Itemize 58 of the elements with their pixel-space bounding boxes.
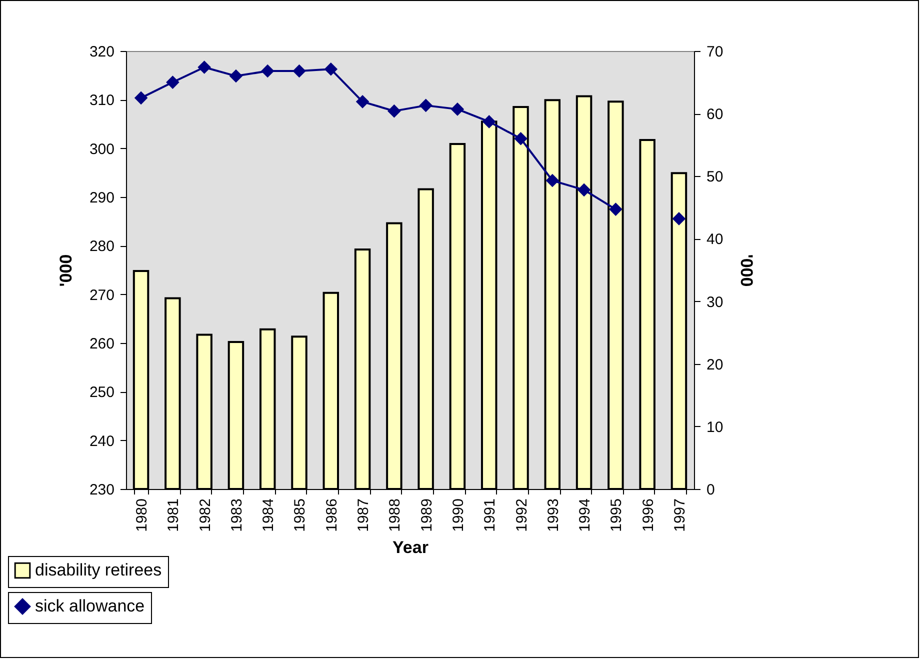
x-tick-label: 1994 bbox=[576, 498, 594, 532]
legend-label: sick allowance bbox=[35, 596, 145, 616]
x-tick-label: 1983 bbox=[228, 498, 246, 532]
point bbox=[482, 115, 496, 128]
x-tick-label: 1995 bbox=[608, 498, 626, 532]
x-tick-label: 1991 bbox=[482, 498, 499, 532]
y-tick-label: 310 bbox=[89, 92, 114, 110]
x-tick-label: 1988 bbox=[386, 498, 404, 532]
y-tick-label: 270 bbox=[89, 286, 114, 304]
point bbox=[514, 132, 527, 145]
y-tick-label: 240 bbox=[89, 432, 114, 450]
x-tick-label: 1986 bbox=[323, 498, 340, 532]
x-tick-label: 1989 bbox=[418, 498, 436, 532]
point bbox=[420, 99, 432, 112]
y-tick-label: 230 bbox=[89, 482, 114, 498]
point bbox=[134, 92, 148, 104]
y-tick-label: 320 bbox=[89, 44, 114, 60]
y2-tick-label: 50 bbox=[706, 168, 724, 186]
x-tick-label: 1982 bbox=[196, 498, 214, 532]
point bbox=[388, 104, 400, 118]
y-tick-label: 300 bbox=[89, 140, 114, 158]
point bbox=[672, 212, 686, 225]
x-tick-label: 1996 bbox=[640, 498, 657, 532]
point bbox=[230, 70, 242, 82]
legend-label: disability retirees bbox=[35, 560, 162, 580]
x-tick-label: 1980 bbox=[134, 498, 151, 532]
x-tick-label: 1985 bbox=[292, 498, 309, 532]
point bbox=[609, 203, 622, 216]
y-axis-title: '000 bbox=[56, 254, 76, 287]
y2-tick-label: 60 bbox=[706, 106, 724, 124]
point bbox=[578, 184, 590, 196]
y-tick-label: 250 bbox=[89, 384, 114, 402]
point bbox=[166, 76, 179, 89]
y-tick-label: 260 bbox=[89, 336, 114, 352]
y2-tick-label: 0 bbox=[706, 482, 715, 498]
y2-tick-label: 30 bbox=[706, 294, 724, 311]
point bbox=[356, 95, 369, 108]
y2-tick-label: 10 bbox=[706, 418, 724, 436]
x-tick-label: 1987 bbox=[355, 498, 372, 532]
point bbox=[546, 174, 559, 187]
y2-axis-title: '000 bbox=[737, 254, 756, 287]
point bbox=[261, 64, 274, 78]
y-tick-label: 280 bbox=[89, 238, 114, 256]
point bbox=[324, 62, 338, 76]
x-tick-label: 1993 bbox=[544, 498, 562, 532]
point bbox=[293, 64, 306, 78]
point bbox=[198, 61, 211, 74]
y-tick-label: 290 bbox=[89, 190, 114, 206]
x-tick-label: 1997 bbox=[671, 498, 688, 532]
x-tick-label: 1990 bbox=[450, 498, 467, 532]
x-axis-title: Year bbox=[392, 538, 429, 557]
x-tick-label: 1981 bbox=[165, 498, 182, 532]
point bbox=[451, 102, 464, 116]
y2-tick-label: 20 bbox=[706, 356, 724, 374]
y2-tick-label: 40 bbox=[706, 231, 724, 248]
x-tick-label: 1992 bbox=[513, 498, 530, 532]
y2-tick-label: 70 bbox=[706, 44, 724, 60]
x-tick-label: 1984 bbox=[260, 498, 278, 532]
